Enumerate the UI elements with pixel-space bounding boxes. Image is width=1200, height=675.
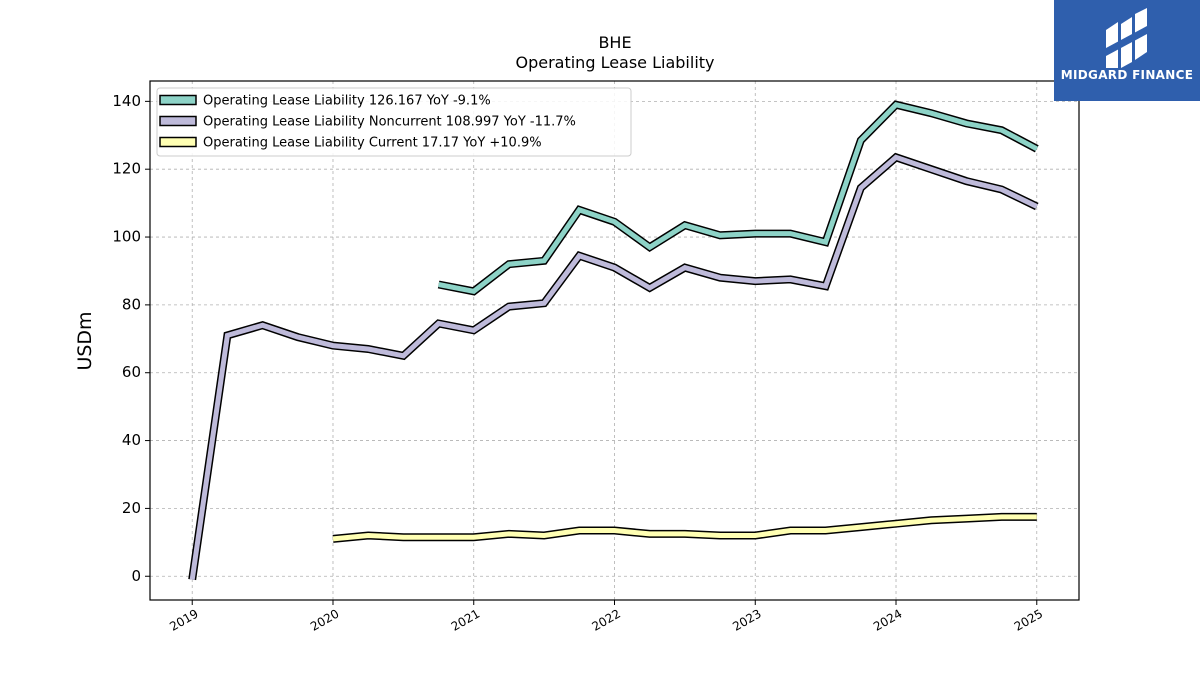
x-tick-label: 2023 (730, 606, 763, 633)
legend-swatch-1 (159, 94, 197, 106)
y-tick-label: 20 (122, 499, 141, 517)
x-tick-label: 2019 (167, 606, 200, 633)
x-tick-label: 2021 (449, 606, 482, 633)
legend-swatch-3 (159, 136, 197, 148)
midgard-logo-icon (1106, 8, 1147, 68)
y-tick-label: 100 (112, 228, 141, 246)
x-tick-label: 2022 (590, 606, 623, 633)
y-tick-label: 0 (131, 567, 141, 585)
y-tick-label: 120 (112, 160, 141, 178)
series-layer (188, 100, 1039, 581)
legend-box (156, 87, 632, 157)
series-1-line (437, 100, 1039, 296)
series-3-stroke (332, 514, 1037, 542)
legend: Operating Lease Liability 126.167 YoY -9… (156, 87, 632, 157)
legend-item-1: Operating Lease Liability 126.167 YoY -9… (159, 94, 491, 109)
brand-logo: MIDGARD FINANCE (1054, 0, 1200, 101)
chart-subtitle: Operating Lease Liability (515, 53, 714, 72)
series-2-stroke (189, 154, 1038, 580)
series-1-stroke (438, 101, 1038, 294)
x-tick-label: 2020 (308, 606, 341, 633)
legend-swatch-2 (159, 115, 197, 127)
chart-title: BHE (598, 33, 631, 52)
x-tick-label: 2025 (1012, 606, 1045, 633)
y-tick-label: 60 (122, 363, 141, 381)
x-tick-label: 2024 (871, 606, 904, 633)
logo-wordmark: MIDGARD FINANCE (1060, 68, 1194, 82)
legend-label-2: Operating Lease Liability Noncurrent 108… (203, 115, 576, 130)
y-tick-label: 40 (122, 431, 141, 449)
axis-layer: 0 20 40 60 80 100 120 140 2019 2020 2021 2022 2023 20… (112, 92, 1045, 634)
series-2-line (188, 152, 1039, 581)
legend-label-1: Operating Lease Liability 126.167 YoY -9… (203, 94, 491, 109)
y-tick-label: 80 (122, 295, 141, 313)
y-tick-label: 140 (112, 92, 141, 110)
legend-label-3: Operating Lease Liability Current 17.17 … (203, 136, 542, 151)
series-3-line (332, 512, 1037, 543)
y-axis-label: USDm (74, 311, 96, 370)
legend-item-3: Operating Lease Liability Current 17.17 … (159, 136, 542, 151)
legend-item-2: Operating Lease Liability Noncurrent 108… (159, 115, 576, 130)
